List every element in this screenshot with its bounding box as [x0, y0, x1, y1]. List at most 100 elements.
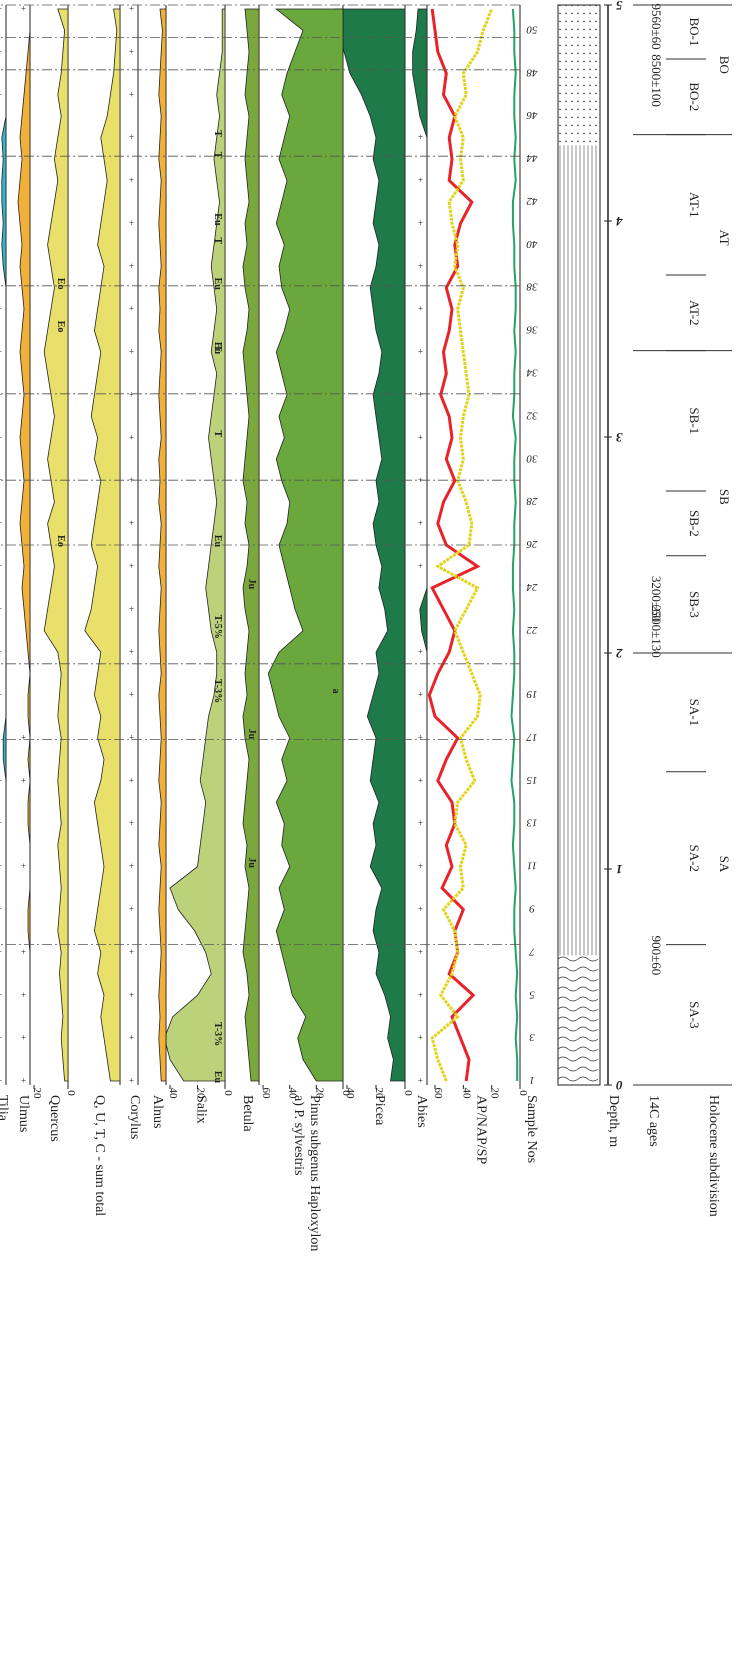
- lithology-wave: [557, 996, 599, 1002]
- lithology-dot: [589, 108, 591, 111]
- trace-marker: +: [0, 518, 2, 528]
- trace-marker: +: [129, 946, 134, 956]
- lithology-dot: [565, 36, 567, 39]
- subperiod-label: SA-1: [687, 699, 702, 726]
- lithology-dot: [589, 116, 591, 119]
- trace-marker: +: [418, 346, 423, 356]
- subperiod-label: AT-2: [687, 300, 702, 326]
- lithology-dot: [571, 132, 573, 135]
- taxon-name: Picea: [372, 1095, 387, 1126]
- trace-marker: +: [0, 775, 2, 785]
- trace-marker: +: [418, 217, 423, 227]
- trace-marker: +: [0, 1075, 2, 1085]
- taxon-curve: [158, 8, 167, 1082]
- taxon-tick-label: 20: [373, 1088, 385, 1100]
- lithology-wave: [557, 976, 599, 982]
- lithology-dot: [571, 84, 573, 87]
- lithology-dot: [583, 60, 585, 63]
- trace-marker: +: [0, 475, 2, 485]
- lithology-dot: [559, 92, 561, 95]
- c14-header: 14C ages: [646, 1095, 661, 1147]
- trace-marker: +: [129, 89, 134, 99]
- lithology-dot: [571, 92, 573, 95]
- trace-marker: +: [129, 989, 134, 999]
- lithology-dot: [589, 44, 591, 47]
- sample-number: 5: [529, 988, 535, 1000]
- lithology-dot: [583, 12, 585, 15]
- sample-number: 34: [526, 366, 539, 378]
- lithology-dot: [559, 20, 561, 23]
- trace-marker: +: [0, 689, 2, 699]
- sample-number: 17: [526, 731, 538, 743]
- lithology-dot: [559, 108, 561, 111]
- lithology-dot: [565, 116, 567, 119]
- sample-number: 19: [526, 688, 538, 700]
- lithology-dot: [595, 28, 597, 31]
- lithology-dot: [559, 116, 561, 119]
- lithology-dot: [583, 84, 585, 87]
- lithology-dot: [595, 44, 597, 47]
- trace-marker: +: [21, 1075, 26, 1085]
- lithology-dot: [571, 76, 573, 79]
- lithology-dot: [565, 44, 567, 47]
- lithology-dot: [589, 20, 591, 23]
- annotation: Ju: [246, 579, 257, 590]
- trace-marker: +: [0, 3, 2, 13]
- taxon-name: Pinus subgenus Haploxylon: [307, 1095, 322, 1251]
- lithology-dot: [565, 20, 567, 23]
- sample-number: 28: [526, 495, 538, 507]
- lithology-dot: [589, 84, 591, 87]
- zone-boundaries: [0, 4, 520, 945]
- trace-marker: +: [129, 260, 134, 270]
- lithology-dot: [571, 140, 573, 143]
- trace-marker: +: [129, 132, 134, 142]
- trace-marker: +: [21, 3, 26, 13]
- lithology-wave: [557, 956, 599, 962]
- lithology-dot: [595, 52, 597, 55]
- lithology-dot: [565, 140, 567, 143]
- lithology-dot: [583, 124, 585, 127]
- trace-marker: +: [418, 818, 423, 828]
- lithology-dot: [583, 68, 585, 71]
- lithology-dot: [595, 4, 597, 7]
- taxon-column: + + + + + + + + Ulmus: [16, 3, 31, 1132]
- taxon-column: +++++++++++++++++++++Tilia: [0, 3, 10, 1122]
- annotation: a: [330, 689, 341, 694]
- depth-tick-label: 4: [616, 214, 624, 229]
- trace-marker: +: [0, 989, 2, 999]
- taxon-tick-label: 20: [195, 1088, 207, 1100]
- lithology-dot: [595, 76, 597, 79]
- lithology-dot: [595, 12, 597, 15]
- depth-axis: 0 1 2 3 4 5: [604, 0, 624, 1093]
- trace-marker: +: [418, 132, 423, 142]
- lithology-dot: [589, 36, 591, 39]
- c14-age: 8500±100: [649, 54, 664, 107]
- trace-marker: +: [418, 646, 423, 656]
- ratio-tick-label: 60: [432, 1088, 444, 1100]
- lithology-dot: [565, 84, 567, 87]
- subperiod-label: AT-1: [687, 192, 702, 218]
- lithology-dot: [565, 28, 567, 31]
- trace-marker: +: [21, 946, 26, 956]
- sample-number: 22: [526, 624, 538, 636]
- taxon-tick-label: 40: [167, 1088, 179, 1100]
- lithology-dot: [559, 76, 561, 79]
- lithology-dot: [583, 116, 585, 119]
- lithology-dot: [559, 44, 561, 47]
- lithology-wave: [557, 1026, 599, 1032]
- lithology-dot: [589, 132, 591, 135]
- lithology-dot: [559, 60, 561, 63]
- rotated-plot: Holocene subdivision 14C ages Depth, m Samp…: [0, 0, 732, 1251]
- lithology-dot: [577, 108, 579, 111]
- lithology-dot: [577, 68, 579, 71]
- taxon-name: Ulmus: [16, 1095, 31, 1132]
- lithology-dot: [559, 12, 561, 15]
- taxon-curve: [267, 8, 344, 1082]
- lithology-dot: [559, 4, 561, 7]
- taxon-tick-label: 20: [31, 1088, 43, 1100]
- period-label: SB: [717, 489, 732, 505]
- taxon-tick-label: 40: [344, 1088, 356, 1100]
- taxon-tick-label: 40: [287, 1088, 299, 1100]
- taxon-column: Alnus: [150, 5, 167, 1128]
- sample-number: 15: [526, 774, 538, 786]
